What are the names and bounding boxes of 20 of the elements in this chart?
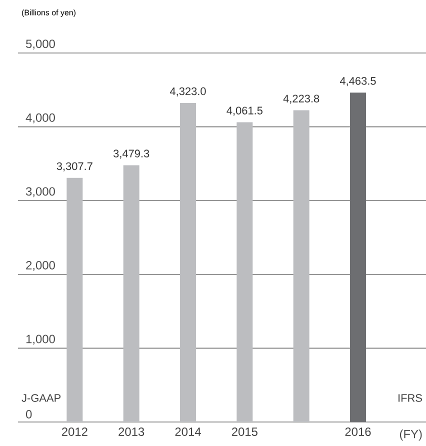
y-tick-label: 2,000 bbox=[26, 261, 55, 271]
y-tick-label: 3,000 bbox=[26, 187, 55, 198]
data-label: 3,479.3 bbox=[113, 150, 150, 159]
data-label: 4,323.0 bbox=[170, 87, 206, 96]
y-tick-label: 4,000 bbox=[26, 113, 55, 124]
x-tick-label: 2013 bbox=[118, 428, 144, 436]
x-tick-label: 2012 bbox=[62, 428, 88, 436]
x-tick-label: 2016 bbox=[345, 428, 371, 436]
x-axis-title: (FY) bbox=[400, 430, 422, 441]
x-tick-label: 2014 bbox=[175, 428, 201, 436]
y-tick-label: 5,000 bbox=[26, 40, 55, 50]
data-label: 4,061.5 bbox=[226, 106, 262, 116]
y-tick-label: 0 bbox=[26, 410, 32, 418]
data-label: 4,463.5 bbox=[340, 77, 376, 86]
data-label: 3,307.7 bbox=[56, 162, 92, 172]
x-tick-label: 2015 bbox=[232, 428, 258, 436]
data-label: 4,223.8 bbox=[283, 94, 320, 104]
y-tick-label: 1,000 bbox=[26, 334, 55, 345]
annotation: IFRS bbox=[398, 394, 422, 402]
annotation: J-GAAP bbox=[22, 394, 61, 402]
